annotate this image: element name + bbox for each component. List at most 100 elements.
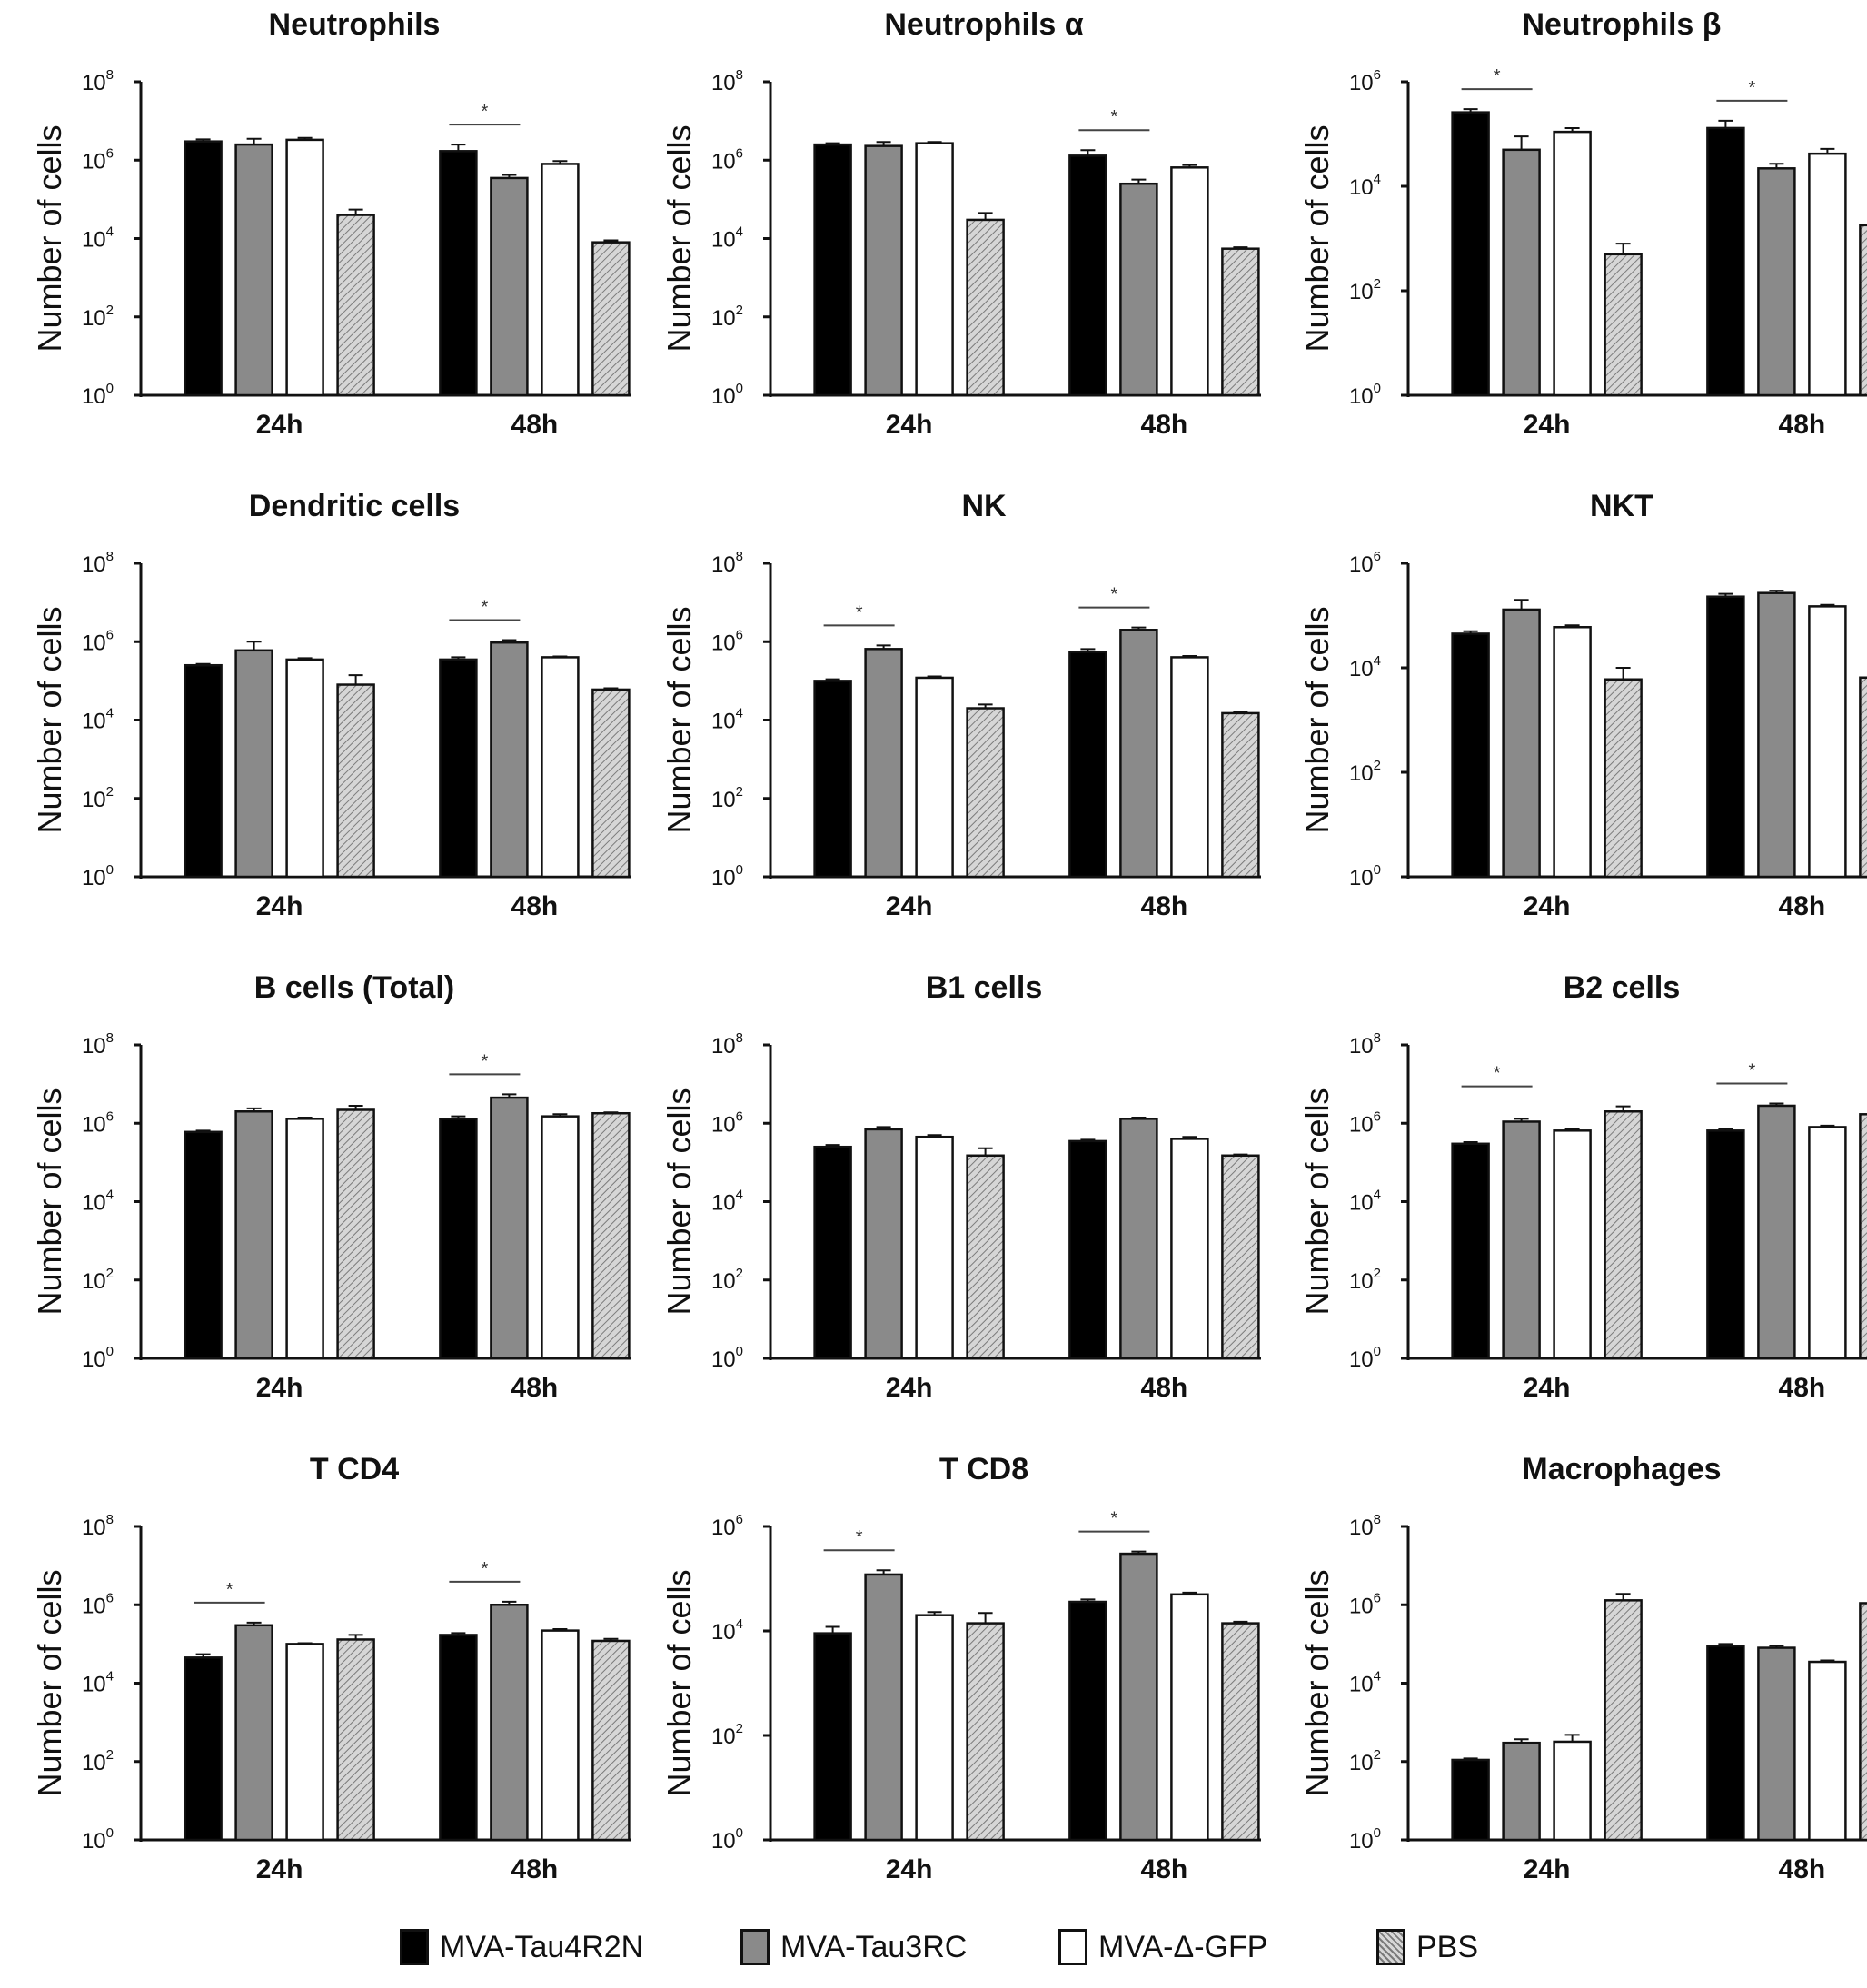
y-tick-exponent: 8 [736, 549, 743, 564]
y-tick-exponent: 0 [1374, 1825, 1381, 1841]
bar-mva-tau3rc-48h [1119, 1552, 1158, 1842]
legend-item-tau3rc: MVA-Tau3RC [740, 1924, 967, 1970]
y-tick-label: 100 [82, 1825, 114, 1854]
bar-mva-tau3rc-48h [490, 641, 529, 879]
bar-pbs-48h [1859, 1602, 1867, 1842]
y-tick-label: 102 [82, 303, 114, 331]
y-tick-exponent: 4 [1374, 1188, 1381, 1203]
y-tick-label: 102 [711, 784, 743, 812]
bar-mva-tau4r2n-24h [184, 1130, 223, 1360]
legend-swatch-tau4r2n [400, 1929, 429, 1965]
y-tick-label: 102 [711, 1721, 743, 1749]
bar-mva-tau4r2n-48h [1068, 154, 1107, 397]
y-tick-label: 106 [711, 627, 743, 655]
significance-marker: * [856, 602, 863, 622]
bar-pbs-48h [1859, 676, 1867, 879]
y-tick-exponent: 0 [736, 1344, 743, 1359]
y-axis-label: Number of cells [31, 124, 68, 352]
x-category-label: 24h [1524, 1854, 1571, 1884]
panel-neutrophils-: Neutrophils β Number of cells 100 102 104 106… [1298, 7, 1867, 440]
bar-mva-gfp-48h [1808, 1126, 1847, 1360]
bar-pbs-48h [591, 688, 631, 879]
bar-pbs-24h [336, 1108, 375, 1360]
y-tick-label: 106 [82, 1590, 114, 1618]
legend-label-gfp: MVA-Δ-GFP [1098, 1929, 1268, 1964]
y-tick-exponent: 8 [106, 1030, 114, 1046]
bar-mva-gfp-48h [541, 1115, 580, 1360]
y-tick-label: 108 [82, 1512, 114, 1540]
y-tick-label: 108 [82, 1030, 114, 1059]
y-tick-exponent: 4 [1374, 1669, 1381, 1685]
bar-mva-tau3rc-24h [1502, 1120, 1541, 1360]
x-category-label: 24h [256, 1854, 303, 1884]
panel-title: T CD8 [939, 1452, 1028, 1486]
y-tick-label: 102 [711, 1266, 743, 1294]
bar-mva-gfp-48h [1170, 166, 1209, 397]
x-category-label: 24h [886, 410, 933, 440]
y-tick-exponent: 6 [1374, 549, 1381, 564]
bar-mva-tau3rc-48h [490, 1604, 529, 1842]
bar-mva-tau4r2n-48h [1068, 651, 1107, 879]
significance-marker: * [226, 1580, 233, 1600]
bar-pbs-48h [1221, 1154, 1260, 1360]
y-tick-label: 102 [82, 1266, 114, 1294]
y-tick-label: 108 [82, 67, 114, 95]
y-axis-label: Number of cells [31, 606, 68, 833]
x-category-label: 48h [511, 1854, 559, 1884]
bar-mva-tau4r2n-48h [1706, 595, 1745, 879]
y-tick-label: 104 [82, 224, 114, 253]
y-tick-label: 100 [711, 1825, 743, 1854]
y-tick-label: 102 [1349, 1747, 1381, 1775]
y-tick-label: 100 [711, 862, 743, 890]
y-tick-label: 104 [82, 706, 114, 734]
legend-label-tau3rc: MVA-Tau3RC [780, 1929, 968, 1964]
bar-pbs-24h [1604, 253, 1643, 397]
y-tick-exponent: 0 [1374, 381, 1381, 396]
bar-mva-tau4r2n-24h [184, 663, 223, 879]
panel-title: Neutrophils α [884, 7, 1083, 42]
y-tick-exponent: 2 [736, 1721, 743, 1736]
panel-title: Macrophages [1522, 1452, 1721, 1486]
panel-neutrophils-: Neutrophils α Number of cells 100 102 104 106… [660, 7, 1261, 440]
y-tick-label: 100 [1349, 381, 1381, 409]
bar-mva-gfp-24h [915, 1135, 954, 1360]
x-category-label: 48h [1779, 1854, 1826, 1884]
x-category-label: 24h [256, 891, 303, 921]
y-tick-exponent: 0 [1374, 1344, 1381, 1359]
significance-marker: * [1111, 1509, 1118, 1529]
y-tick-label: 108 [711, 67, 743, 95]
bar-mva-gfp-48h [1170, 656, 1209, 879]
bar-mva-tau3rc-48h [1119, 182, 1158, 397]
significance-marker: * [1749, 1060, 1756, 1080]
bar-mva-tau3rc-48h [1757, 167, 1796, 397]
y-tick-label: 104 [1349, 653, 1381, 681]
legend: MVA-Tau4R2N MVA-Tau3RC MVA-Δ-GFP PBS [0, 1917, 1867, 1981]
bar-mva-gfp-48h [1808, 152, 1847, 397]
bar-pbs-24h [1604, 678, 1643, 879]
panel-title: Neutrophils [269, 7, 441, 42]
y-tick-exponent: 0 [106, 862, 114, 878]
y-tick-label: 102 [82, 784, 114, 812]
bar-mva-gfp-24h [285, 1118, 324, 1360]
y-tick-exponent: 2 [1374, 1266, 1381, 1281]
bar-mva-gfp-48h [1170, 1138, 1209, 1360]
y-tick-exponent: 4 [736, 1616, 743, 1632]
y-tick-label: 104 [711, 1616, 743, 1645]
x-category-label: 24h [1524, 410, 1571, 440]
panel-b-cells-total-: B cells (Total) Number of cells 100 102 104 1… [31, 970, 631, 1403]
legend-label-pbs: PBS [1416, 1929, 1479, 1964]
y-tick-exponent: 6 [106, 1108, 114, 1124]
bar-mva-gfp-24h [1553, 1740, 1592, 1842]
y-axis-label: Number of cells [1298, 124, 1336, 352]
panel-dendritic-cells: Dendritic cells Number of cells 100 102 104 1… [31, 489, 631, 921]
y-tick-exponent: 2 [106, 784, 114, 800]
bar-mva-tau4r2n-48h [1068, 1600, 1107, 1842]
panel-nkt: NKT Number of cells 100 102 104 106 24h 48h [1298, 489, 1867, 921]
bar-mva-gfp-24h [1553, 130, 1592, 397]
y-tick-exponent: 2 [1374, 276, 1381, 292]
bar-pbs-24h [336, 1638, 375, 1842]
bar-pbs-24h [1604, 1110, 1643, 1360]
y-tick-exponent: 2 [736, 1266, 743, 1281]
y-tick-exponent: 6 [1374, 67, 1381, 83]
